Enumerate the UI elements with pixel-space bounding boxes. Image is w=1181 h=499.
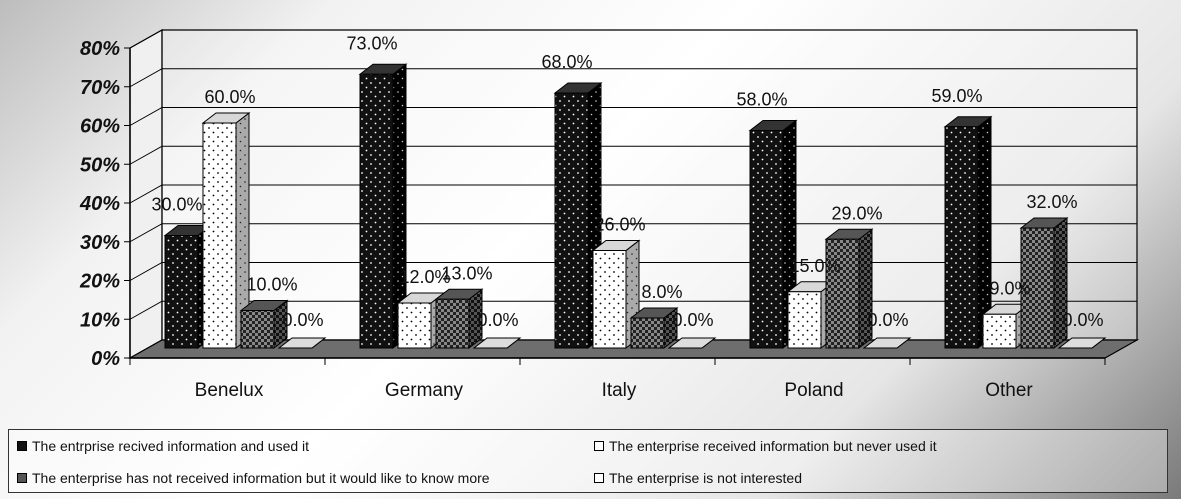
- data-label: 0.0%: [1062, 310, 1103, 330]
- legend-swatch-3: [594, 473, 604, 483]
- data-label: 73.0%: [346, 33, 397, 53]
- x-axis-ticks: Benelux Germany Italy Poland Other: [129, 357, 1106, 401]
- bar-other-series-2: [1019, 216, 1069, 350]
- legend-label-3: The enterprise is not interested: [609, 470, 802, 486]
- gridline: [129, 184, 1137, 204]
- data-label: 9.0%: [989, 278, 1030, 298]
- data-label: 10.0%: [246, 275, 297, 295]
- bar-italy-series-2: [629, 306, 679, 350]
- y-tick-label: 50%: [80, 154, 120, 176]
- y-tick-label: 80%: [80, 38, 120, 60]
- gridline: [129, 262, 1137, 281]
- data-label: 0.0%: [867, 310, 908, 330]
- gridline: [129, 29, 1137, 49]
- y-axis-ticks: 0% 10% 20% 30% 40% 50% 60% 70% 80%: [79, 38, 131, 370]
- bar-italy-series-3: [667, 337, 717, 349]
- legend-item-0: The entrprise recived information and us…: [17, 438, 309, 454]
- legend-label-0: The entrprise recived information and us…: [32, 438, 310, 454]
- legend-label-1: The enterprise received information but …: [609, 438, 937, 454]
- legend-swatch-2: [17, 473, 27, 483]
- legend-label-2: The enterprise has not received informat…: [32, 470, 490, 486]
- x-tick-label: Germany: [385, 380, 464, 401]
- x-tick-label: Italy: [602, 380, 637, 401]
- legend-swatch-1: [594, 441, 604, 451]
- x-tick-label: Poland: [784, 380, 843, 401]
- gridlines: [129, 29, 1137, 320]
- data-labels: 30.0% 60.0% 10.0% 0.0% 73.0% 12.0%13.0% 0.0% 68…: [151, 33, 1103, 330]
- data-label: 13.0%: [441, 263, 492, 283]
- data-label: 30.0%: [151, 195, 202, 215]
- bar-other-series-3: [1057, 337, 1107, 349]
- legend-item-3: The enterprise is not interested: [594, 470, 802, 486]
- chart-area: 0% 10% 20% 30% 40% 50% 60% 70% 80% 30.0% 60.0% 10.…: [79, 28, 1140, 401]
- bar-poland-series-0: [748, 119, 798, 350]
- data-label: 59.0%: [931, 86, 982, 106]
- y-tick-label: 20%: [79, 271, 120, 293]
- legend-swatch-0: [17, 441, 27, 451]
- data-label: 0.0%: [282, 310, 323, 330]
- bar-germany-series-2: [434, 288, 484, 350]
- bar-poland-series-2: [824, 228, 874, 350]
- bar-germany-series-3: [472, 337, 522, 349]
- data-label: 29.0%: [831, 203, 882, 223]
- data-label: 68.0%: [541, 52, 592, 72]
- y-tick-label: 10%: [80, 309, 120, 331]
- y-tick-label: 30%: [80, 232, 120, 254]
- y-tick-label: 0%: [91, 348, 120, 370]
- bar-benelux-series-2: [239, 299, 289, 350]
- legend: The entrprise recived information and us…: [8, 429, 1168, 493]
- gridline: [129, 223, 1137, 243]
- y-tick-label: 40%: [79, 193, 120, 215]
- gridline: [129, 145, 1137, 165]
- y-tick-label: 60%: [80, 116, 120, 138]
- bar-benelux-series-3: [277, 337, 327, 349]
- data-label: 0.0%: [477, 310, 518, 330]
- gridline: [129, 107, 1137, 126]
- data-label: 58.0%: [736, 90, 787, 110]
- data-label: 26.0%: [594, 215, 645, 235]
- legend-item-1: The enterprise received information but …: [594, 438, 937, 454]
- bar-poland-series-3: [862, 337, 912, 349]
- bar-other-series-0: [943, 115, 993, 350]
- bars: [163, 63, 1107, 350]
- data-label: 8.0%: [641, 282, 682, 302]
- legend-item-2: The enterprise has not received informat…: [17, 470, 490, 486]
- data-label: 15.0%: [789, 256, 840, 276]
- data-label: 60.0%: [204, 87, 255, 107]
- x-tick-label: Other: [985, 380, 1033, 401]
- data-label: 12.0%: [399, 267, 450, 287]
- gridline: [129, 68, 1137, 88]
- data-label: 32.0%: [1026, 192, 1077, 212]
- y-tick-label: 70%: [80, 77, 120, 99]
- bar-germany-series-0: [358, 63, 408, 350]
- x-tick-label: Benelux: [195, 380, 264, 401]
- data-label: 0.0%: [672, 310, 713, 330]
